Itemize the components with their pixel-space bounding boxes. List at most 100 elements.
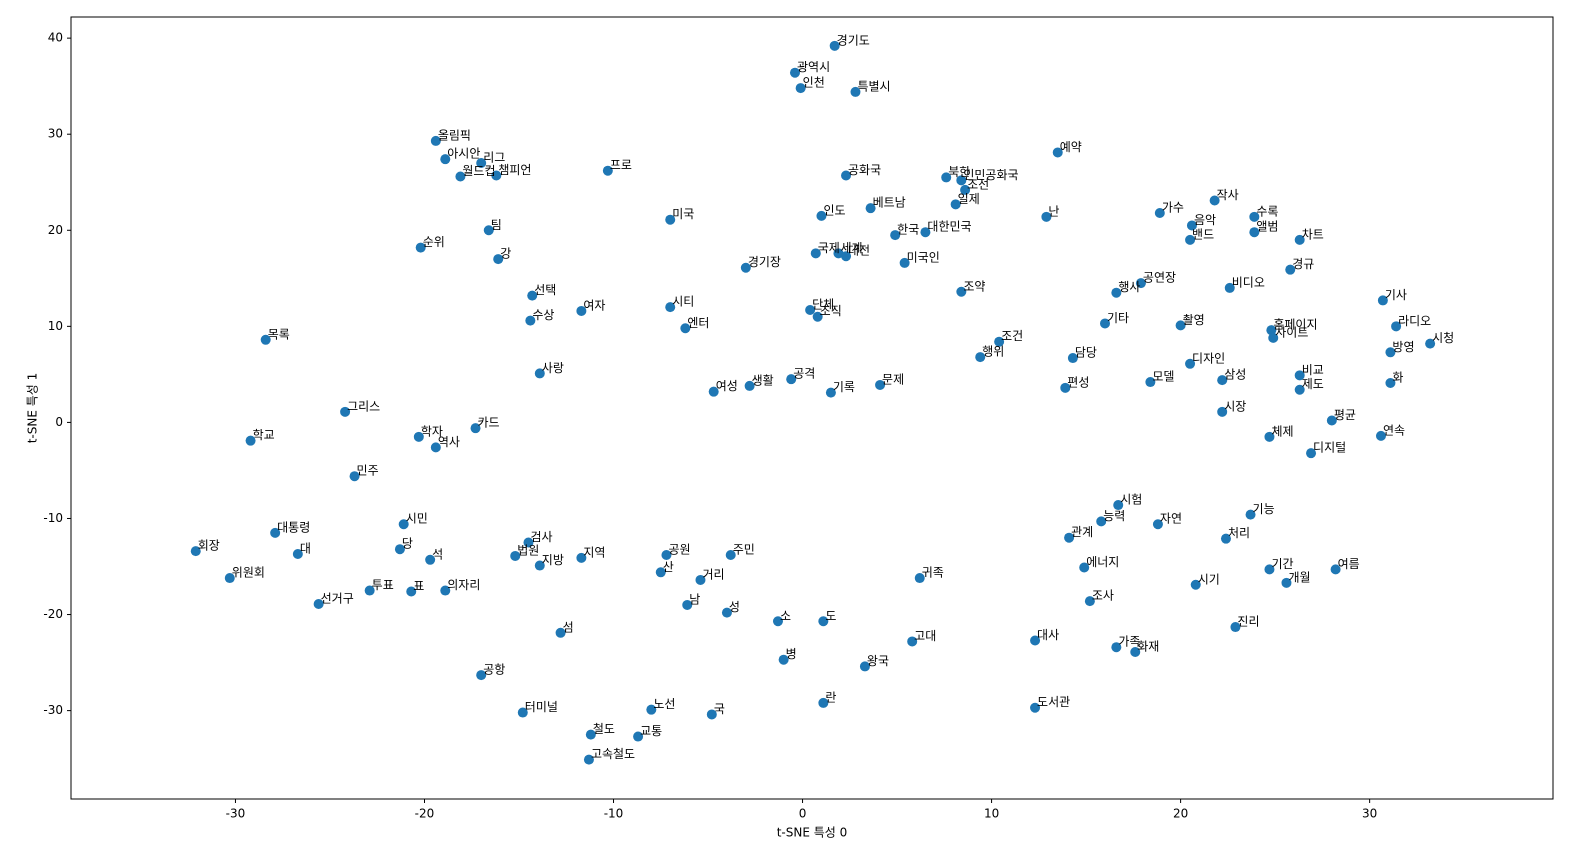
point [960, 184, 971, 195]
point [1067, 353, 1078, 364]
point [810, 248, 821, 259]
point [425, 554, 436, 565]
x-axis-label: t-SNE 특성 0 [777, 826, 848, 840]
point [1220, 533, 1231, 544]
point [708, 386, 719, 397]
point [865, 203, 876, 214]
point-label: 행위 [982, 344, 1004, 359]
point [680, 323, 691, 334]
point-label: 생활 [752, 373, 774, 387]
point [1041, 211, 1052, 222]
point-label: 삼성 [1224, 368, 1246, 382]
point [394, 544, 405, 555]
point [534, 368, 545, 379]
point [313, 598, 324, 609]
point-label: 공연장 [1143, 271, 1176, 285]
x-tick-label: -30 [226, 807, 246, 821]
point-label: 세계 [840, 241, 862, 255]
point-label: 여성 [716, 379, 738, 393]
point [1145, 377, 1156, 388]
point-label: 사이트 [1275, 325, 1308, 339]
point [1377, 295, 1388, 306]
point-label: 조사 [1092, 589, 1114, 603]
point [1064, 532, 1075, 543]
point [829, 40, 840, 51]
point [744, 380, 755, 391]
point-label: 지방 [542, 553, 564, 567]
point [523, 537, 534, 548]
point-label: 경규 [1292, 257, 1314, 271]
point [1185, 358, 1196, 369]
point-label: 고대 [914, 629, 936, 643]
point [470, 423, 481, 434]
point [1209, 195, 1220, 206]
point [1135, 278, 1146, 289]
point-label: 국 [714, 702, 725, 716]
point-label: 병 [786, 647, 797, 661]
point-label: 대 [300, 542, 311, 556]
point-label: 처리 [1228, 526, 1250, 540]
point [1111, 287, 1122, 298]
point-label: 회장 [198, 539, 220, 553]
point [1425, 338, 1436, 349]
point [1186, 220, 1197, 231]
point-label: 난 [1048, 204, 1059, 218]
point [534, 560, 545, 571]
point [1154, 207, 1165, 218]
point-label: 담당 [1075, 346, 1097, 360]
point [646, 704, 657, 715]
point-label: 선거구 [321, 591, 354, 605]
point-label: 귀족 [922, 566, 944, 580]
point-label: 비교 [1302, 363, 1324, 377]
point [260, 334, 271, 345]
point [1294, 370, 1305, 381]
point [950, 199, 961, 210]
point-label: 시기 [1198, 572, 1220, 586]
point-label: 광역시 [797, 60, 830, 74]
point [818, 697, 829, 708]
point-label: 대전 [848, 244, 870, 258]
point-label: 수록 [1256, 204, 1278, 218]
point [440, 154, 451, 165]
point-label: 검사 [530, 530, 552, 544]
point-label: 음악 [1194, 213, 1216, 227]
point [1391, 321, 1402, 332]
point [1130, 647, 1141, 658]
point-label: 공항 [483, 663, 505, 677]
point [633, 731, 644, 742]
point-label: 공격 [793, 367, 815, 381]
point-label: 비디오 [1232, 275, 1265, 289]
y-axis-label: t-SNE 특성 1 [26, 373, 40, 444]
point [476, 158, 487, 169]
point-label: 고속철도 [591, 747, 635, 761]
point-label: 그리스 [347, 399, 380, 413]
point-label: 제도 [1302, 377, 1324, 391]
point-label: 산 [663, 560, 674, 574]
point-label: 국제 [818, 241, 840, 255]
point [1079, 562, 1090, 573]
point [1185, 234, 1196, 245]
point [510, 550, 521, 561]
point [816, 210, 827, 221]
plot-frame [70, 16, 1554, 800]
point-label: 미국인 [907, 250, 940, 264]
point [527, 290, 538, 301]
point-label: 챔피언 [498, 162, 531, 177]
point [1111, 642, 1122, 653]
point [1113, 500, 1124, 511]
point [525, 315, 536, 326]
point [1266, 325, 1277, 336]
point [914, 573, 925, 584]
point-label: 단체 [812, 298, 834, 312]
point-label: 노선 [653, 697, 675, 711]
point [1030, 635, 1041, 646]
point [517, 707, 528, 718]
point-label: 미국 [672, 207, 694, 221]
point [1052, 147, 1063, 158]
y-tick-label: 10 [48, 319, 63, 333]
point [430, 135, 441, 146]
point [665, 302, 676, 313]
point-label: 공원 [668, 542, 690, 556]
point-label: 북한 [948, 165, 970, 179]
